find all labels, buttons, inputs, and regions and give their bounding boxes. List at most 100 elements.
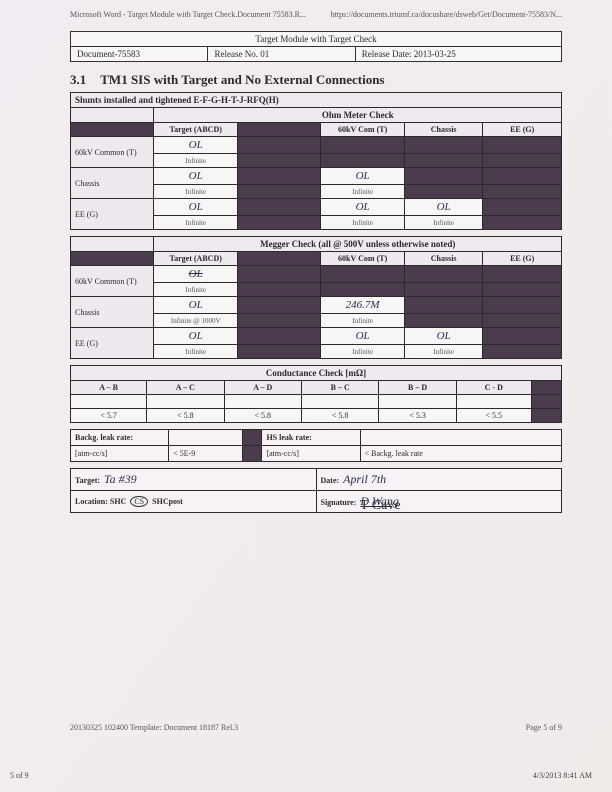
check-value: OL	[321, 168, 404, 185]
row-label: 60kV Common (T)	[71, 137, 154, 168]
check-value	[237, 297, 320, 314]
sign-table: Target: Ta #39 Date: April 7th Location:…	[70, 468, 562, 513]
check-sub	[404, 314, 483, 328]
check-sub	[483, 345, 562, 359]
row-label: EE (G)	[71, 199, 154, 230]
check-sub: Infinite	[321, 216, 404, 230]
leak-hs-unit: [atm-cc/s]	[262, 446, 360, 462]
doc-id: Document-75583	[71, 47, 208, 62]
ohm-title: Ohm Meter Check	[154, 108, 562, 123]
cond-limit: < 5.8	[147, 409, 224, 423]
cond-col	[531, 381, 561, 395]
cond-value	[147, 395, 224, 409]
leak-hs-label: HS leak rate:	[266, 433, 311, 442]
cond-col: B – D	[379, 381, 456, 395]
check-sub: Infinite	[154, 154, 237, 168]
check-value	[483, 297, 562, 314]
check-sub: Infinite	[154, 185, 237, 199]
check-value	[404, 266, 483, 283]
check-sub	[404, 283, 483, 297]
cond-col: B – C	[301, 381, 378, 395]
check-sub	[483, 283, 562, 297]
megger-table: Megger Check (all @ 500V unless otherwis…	[70, 236, 562, 359]
location-label: Location: SHC	[75, 497, 126, 506]
check-sub: Infinite	[404, 345, 483, 359]
cond-title: Conductance Check [mΩ]	[71, 366, 562, 381]
megger-col-1	[237, 252, 320, 266]
check-sub	[237, 314, 320, 328]
footer-page: Page 5 of 9	[526, 723, 562, 732]
check-value	[404, 168, 483, 185]
timestamp: 4/3/2013 8:41 AM	[533, 771, 592, 780]
check-value: 246.7M	[321, 297, 404, 314]
ohm-col-2: 60kV Com (T)	[321, 123, 404, 137]
page: Microsoft Word - Target Module with Targ…	[0, 0, 612, 792]
cond-value	[301, 395, 378, 409]
cond-limit: < 5.7	[71, 409, 147, 423]
check-sub	[483, 185, 562, 199]
check-sub	[483, 154, 562, 168]
check-sub	[404, 154, 483, 168]
check-value: OL	[404, 328, 483, 345]
check-value: OL	[154, 297, 237, 314]
megger-col-3: Chassis	[404, 252, 483, 266]
check-value: OL	[404, 199, 483, 216]
check-sub: Infinite	[404, 216, 483, 230]
cond-value	[456, 395, 531, 409]
cond-value	[379, 395, 456, 409]
check-sub: Infinite	[154, 345, 237, 359]
check-sub	[404, 185, 483, 199]
cond-limit: < 5.8	[224, 409, 301, 423]
section-number: 3.1	[70, 72, 86, 87]
ohm-col-1	[237, 123, 320, 137]
check-value	[483, 328, 562, 345]
check-value	[237, 266, 320, 283]
doc-release-date: Release Date: 2013-03-25	[355, 47, 561, 62]
check-value	[321, 137, 404, 154]
check-value: OL	[154, 168, 237, 185]
cond-limit: < 5.5	[456, 409, 531, 423]
leak-bg-value	[169, 430, 243, 446]
ohm-table: Shunts installed and tightened E-F-G-H-T…	[70, 92, 562, 230]
leak-table: Backg. leak rate: HS leak rate: [atm-cc/…	[70, 429, 562, 462]
ohm-col-3: Chassis	[404, 123, 483, 137]
leak-bg-unit: [atm-cc/s]	[71, 446, 169, 462]
target-value: Ta #39	[104, 472, 137, 486]
cond-value	[531, 395, 561, 409]
check-value	[483, 137, 562, 154]
check-value: OL	[154, 137, 237, 154]
check-sub: Infinite	[321, 185, 404, 199]
date-value: April 7th	[343, 472, 386, 486]
conductance-table: Conductance Check [mΩ] A – BA – CA – DB …	[70, 365, 562, 423]
check-value: OL	[154, 199, 237, 216]
check-sub: Infinite	[154, 283, 237, 297]
page-corner: 5 of 9	[10, 771, 29, 780]
date-label: Date:	[321, 476, 340, 485]
check-value	[237, 199, 320, 216]
window-title: Microsoft Word - Target Module with Targ…	[70, 10, 306, 19]
check-value	[237, 328, 320, 345]
check-sub	[483, 216, 562, 230]
check-value	[321, 266, 404, 283]
cond-value	[224, 395, 301, 409]
check-sub	[237, 216, 320, 230]
check-value	[483, 266, 562, 283]
megger-col-0: Target (ABCD)	[154, 252, 237, 266]
check-sub: Infinite	[154, 216, 237, 230]
footer-template: 20130325 102400 Template: Document 18187…	[70, 723, 238, 732]
check-sub: Infinite @ 1000V	[154, 314, 237, 328]
cond-limit	[531, 409, 561, 423]
ohm-col-4: EE (G)	[483, 123, 562, 137]
check-value	[237, 137, 320, 154]
browser-header: Microsoft Word - Target Module with Targ…	[70, 10, 562, 19]
section-title: TM1 SIS with Target and No External Conn…	[100, 72, 384, 87]
check-value	[483, 199, 562, 216]
cond-col: A – C	[147, 381, 224, 395]
check-value: OL	[321, 328, 404, 345]
document-url: https://documents.triumf.ca/docushare/ds…	[331, 10, 562, 19]
doc-title: Target Module with Target Check	[71, 32, 562, 47]
ohm-col-0: Target (ABCD)	[154, 123, 237, 137]
cond-col: C - D	[456, 381, 531, 395]
check-sub	[237, 185, 320, 199]
check-sub	[321, 154, 404, 168]
